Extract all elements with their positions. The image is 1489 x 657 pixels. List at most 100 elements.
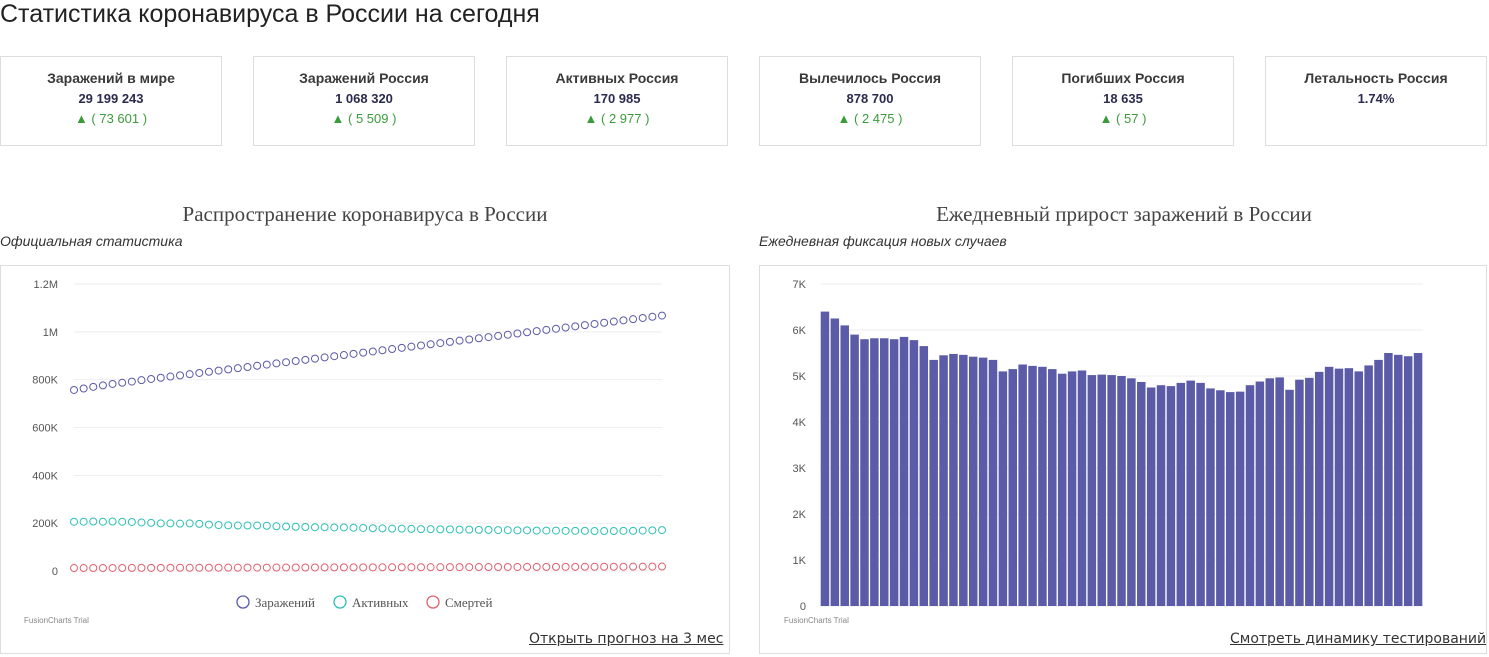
data-point-deaths[interactable] xyxy=(214,563,223,572)
data-point-infected[interactable] xyxy=(474,334,483,343)
data-point-active[interactable] xyxy=(474,525,483,534)
data-point-active[interactable] xyxy=(118,517,127,526)
daily-bar[interactable] xyxy=(1067,371,1077,606)
data-point-deaths[interactable] xyxy=(166,563,175,572)
data-point-infected[interactable] xyxy=(445,337,454,346)
data-point-active[interactable] xyxy=(523,526,532,535)
daily-bar[interactable] xyxy=(1008,369,1018,606)
data-point-active[interactable] xyxy=(658,526,666,535)
data-point-infected[interactable] xyxy=(282,358,291,367)
daily-bar[interactable] xyxy=(1176,382,1186,606)
data-point-active[interactable] xyxy=(233,521,242,530)
data-point-active[interactable] xyxy=(629,526,638,535)
data-point-infected[interactable] xyxy=(619,316,628,325)
forecast-link[interactable]: Открыть прогноз на 3 мес xyxy=(529,631,724,647)
data-point-active[interactable] xyxy=(147,518,156,527)
daily-bar[interactable] xyxy=(1225,392,1235,606)
daily-bar[interactable] xyxy=(1048,369,1057,606)
data-point-deaths[interactable] xyxy=(349,563,358,572)
data-point-active[interactable] xyxy=(272,522,281,531)
data-point-active[interactable] xyxy=(590,527,599,536)
data-point-infected[interactable] xyxy=(272,359,281,368)
daily-bar[interactable] xyxy=(1394,354,1403,606)
data-point-active[interactable] xyxy=(609,527,618,536)
daily-bar[interactable] xyxy=(1146,387,1156,607)
data-point-deaths[interactable] xyxy=(243,563,252,572)
data-point-active[interactable] xyxy=(156,519,165,528)
data-point-infected[interactable] xyxy=(349,349,358,358)
daily-bar[interactable] xyxy=(1354,371,1363,606)
daily-bar[interactable] xyxy=(1374,359,1383,606)
daily-bar[interactable] xyxy=(1324,366,1334,606)
data-point-active[interactable] xyxy=(648,526,657,535)
data-point-deaths[interactable] xyxy=(320,563,329,572)
data-point-infected[interactable] xyxy=(600,318,609,327)
data-point-deaths[interactable] xyxy=(551,562,560,571)
data-point-deaths[interactable] xyxy=(532,562,541,571)
data-point-deaths[interactable] xyxy=(629,562,638,571)
data-point-infected[interactable] xyxy=(513,329,522,338)
data-point-infected[interactable] xyxy=(127,377,136,386)
data-point-infected[interactable] xyxy=(98,381,107,390)
data-point-infected[interactable] xyxy=(590,319,599,328)
data-point-deaths[interactable] xyxy=(513,562,522,571)
data-point-infected[interactable] xyxy=(301,355,310,364)
data-point-active[interactable] xyxy=(89,517,98,526)
data-point-active[interactable] xyxy=(166,519,175,528)
daily-bar[interactable] xyxy=(1028,365,1037,606)
daily-bar[interactable] xyxy=(1156,385,1166,606)
data-point-deaths[interactable] xyxy=(89,564,98,573)
data-point-infected[interactable] xyxy=(658,311,666,320)
data-point-deaths[interactable] xyxy=(474,563,483,572)
data-point-infected[interactable] xyxy=(455,336,464,345)
data-point-infected[interactable] xyxy=(465,335,474,344)
daily-bar[interactable] xyxy=(1314,371,1324,606)
data-point-infected[interactable] xyxy=(436,339,445,348)
daily-bar[interactable] xyxy=(840,325,849,606)
data-point-infected[interactable] xyxy=(629,315,638,324)
data-point-infected[interactable] xyxy=(417,341,426,350)
data-point-deaths[interactable] xyxy=(484,563,493,572)
daily-bar[interactable] xyxy=(1018,364,1027,607)
data-point-deaths[interactable] xyxy=(561,562,570,571)
data-point-deaths[interactable] xyxy=(542,562,551,571)
data-point-infected[interactable] xyxy=(580,321,589,330)
data-point-infected[interactable] xyxy=(609,317,618,326)
data-point-deaths[interactable] xyxy=(658,562,666,571)
data-point-infected[interactable] xyxy=(330,352,339,361)
data-point-active[interactable] xyxy=(551,526,560,535)
data-point-active[interactable] xyxy=(571,526,580,535)
legend-item[interactable]: Активных xyxy=(333,595,409,610)
data-point-infected[interactable] xyxy=(494,331,503,340)
daily-bar[interactable] xyxy=(1305,377,1314,606)
daily-bar[interactable] xyxy=(1166,386,1176,606)
data-point-active[interactable] xyxy=(108,517,117,526)
data-point-active[interactable] xyxy=(79,517,88,526)
data-point-infected[interactable] xyxy=(233,364,242,373)
daily-bar[interactable] xyxy=(1384,353,1393,606)
data-point-infected[interactable] xyxy=(166,372,175,381)
data-point-active[interactable] xyxy=(243,521,252,530)
data-point-active[interactable] xyxy=(484,525,493,534)
data-point-infected[interactable] xyxy=(147,374,156,383)
data-point-deaths[interactable] xyxy=(368,563,377,572)
data-point-active[interactable] xyxy=(600,527,609,536)
data-point-deaths[interactable] xyxy=(291,563,300,572)
data-point-deaths[interactable] xyxy=(609,562,618,571)
data-point-deaths[interactable] xyxy=(204,563,213,572)
data-point-deaths[interactable] xyxy=(310,563,319,572)
daily-bar[interactable] xyxy=(1285,389,1294,606)
data-point-active[interactable] xyxy=(426,525,435,534)
daily-bar[interactable] xyxy=(968,356,978,606)
daily-bar[interactable] xyxy=(880,338,889,606)
data-point-active[interactable] xyxy=(465,525,474,534)
daily-bar[interactable] xyxy=(919,346,929,606)
data-point-infected[interactable] xyxy=(426,340,435,349)
data-point-deaths[interactable] xyxy=(185,563,194,572)
data-point-active[interactable] xyxy=(503,526,512,535)
daily-bar[interactable] xyxy=(899,336,909,606)
data-point-infected[interactable] xyxy=(137,376,146,385)
data-point-infected[interactable] xyxy=(79,384,88,393)
data-point-active[interactable] xyxy=(339,523,348,532)
data-point-deaths[interactable] xyxy=(137,563,146,572)
